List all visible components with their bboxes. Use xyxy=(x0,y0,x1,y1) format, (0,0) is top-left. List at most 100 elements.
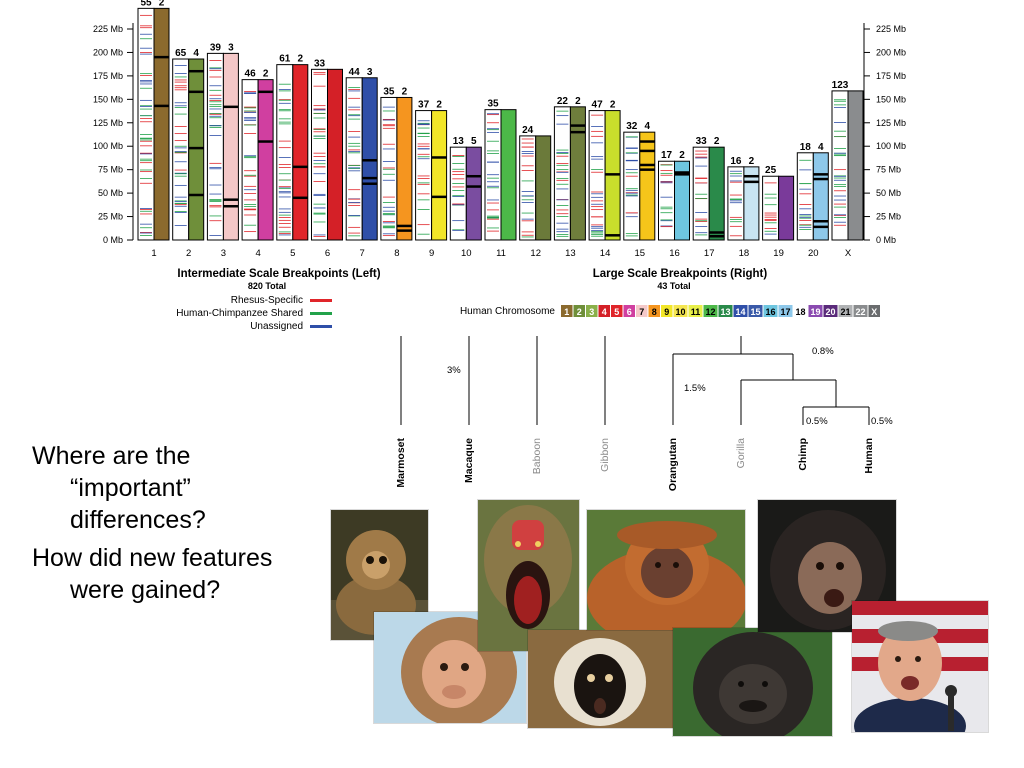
human-bar-16 xyxy=(674,160,690,241)
key-swatch-16 xyxy=(763,305,778,317)
key-swatch-11 xyxy=(688,305,703,317)
left-count-11: 35 xyxy=(487,99,499,110)
x-tick-20: 20 xyxy=(808,248,819,259)
legend-label-0: Rhesus-Specific xyxy=(231,295,303,306)
gibbon-photo xyxy=(528,630,673,728)
human-bar-4 xyxy=(257,79,274,241)
rhesus-bar-19 xyxy=(762,175,780,241)
human-bar-2 xyxy=(188,58,205,241)
key-swatch-label-4: 4 xyxy=(602,307,607,317)
y-tick-left-6: 150 Mb xyxy=(93,94,123,104)
y-tick-left-8: 200 Mb xyxy=(93,47,123,57)
legend-label-2: Unassigned xyxy=(250,321,303,332)
key-swatch-label-13: 13 xyxy=(720,307,730,317)
legend-swatch-1 xyxy=(310,312,332,315)
right-count-9: 2 xyxy=(436,100,442,111)
key-swatch-label-2: 2 xyxy=(577,307,582,317)
human-bar-9 xyxy=(431,110,448,241)
key-swatch-label-22: 22 xyxy=(855,307,865,317)
right-count-7: 3 xyxy=(367,67,373,78)
key-swatch-4 xyxy=(598,305,610,317)
y-tick-right-8: 200 Mb xyxy=(876,47,906,57)
chromosome-13: 22 2 xyxy=(553,96,586,241)
species-label-baboon: Baboon xyxy=(531,438,543,474)
pct-macaque: 3% xyxy=(447,365,461,376)
right-count-4: 2 xyxy=(263,69,269,80)
key-swatch-12 xyxy=(703,305,718,317)
right-count-16: 2 xyxy=(679,150,685,161)
x-tick-3: 3 xyxy=(221,248,226,259)
key-swatch-20 xyxy=(823,305,838,317)
left-count-10: 13 xyxy=(453,136,465,147)
x-tick-7: 7 xyxy=(360,248,365,259)
y-tick-right-4: 100 Mb xyxy=(876,141,906,151)
key-swatch-label-12: 12 xyxy=(705,307,715,317)
x-tick-19: 19 xyxy=(773,248,784,259)
right-count-15: 4 xyxy=(645,121,651,132)
y-tick-right-7: 175 Mb xyxy=(876,71,906,81)
rhesus-bar-14 xyxy=(588,110,606,241)
chromosome-17: 33 2 xyxy=(692,136,725,241)
chromosome-2: 65 4 xyxy=(172,48,205,241)
chromosome-18: 16 2 xyxy=(727,156,760,241)
key-swatch-label-15: 15 xyxy=(750,307,760,317)
axes: 0 Mb 0 Mb 25 Mb 25 Mb 50 Mb 50 Mb 75 Mb 75 Mb 10… xyxy=(93,23,906,245)
pct-human: 0.5% xyxy=(871,416,893,427)
key-swatch-label-14: 14 xyxy=(735,307,745,317)
key-swatch-21 xyxy=(838,305,853,317)
left-count-19: 25 xyxy=(765,165,777,176)
x-tick-10: 10 xyxy=(461,248,472,259)
human-bar-X xyxy=(847,90,864,241)
right-count-2: 4 xyxy=(193,48,199,59)
chromosome-8: 35 2 xyxy=(380,86,413,241)
right-count-8: 2 xyxy=(402,86,408,97)
right-count-10: 5 xyxy=(471,136,477,147)
x-tick-4: 4 xyxy=(255,248,260,259)
key-swatch-15 xyxy=(748,305,763,317)
human-bar-1 xyxy=(153,7,170,241)
y-tick-right-1: 25 Mb xyxy=(876,212,901,222)
chromosome-16: 17 2 xyxy=(658,150,690,241)
rhesus-bar-1 xyxy=(137,7,155,241)
x-tick-1: 1 xyxy=(151,248,156,259)
chromosome-7: 44 3 xyxy=(345,67,378,241)
left-count-5: 61 xyxy=(279,54,291,65)
chromosome-20: 18 4 xyxy=(796,142,829,241)
human-bar-11 xyxy=(500,109,517,241)
key-swatch-7 xyxy=(636,305,648,317)
legend-label-1: Human-Chimpanzee Shared xyxy=(176,308,303,319)
key-swatch-label-18: 18 xyxy=(795,307,805,317)
key-swatch-label-21: 21 xyxy=(840,307,850,317)
left-count-2: 65 xyxy=(175,48,187,59)
key-swatch-1 xyxy=(561,305,573,317)
rhesus-bar-17 xyxy=(692,146,710,241)
baboon-photo xyxy=(478,500,579,651)
chromosome-X: 123 xyxy=(831,80,864,241)
chromosome-14: 47 2 xyxy=(588,100,621,241)
left-count-17: 33 xyxy=(696,136,708,147)
y-tick-right-2: 50 Mb xyxy=(876,188,901,198)
left-count-8: 35 xyxy=(383,86,395,97)
key-swatch-label-5: 5 xyxy=(614,307,619,317)
key-swatch-18 xyxy=(793,305,808,317)
key-swatch-19 xyxy=(808,305,823,317)
key-swatch-label-9: 9 xyxy=(664,307,669,317)
chromosome-6: 33 xyxy=(311,58,343,241)
rhesus-bar-13 xyxy=(553,106,571,241)
legend-swatch-2 xyxy=(310,325,332,328)
species-label-marmoset: Marmoset xyxy=(395,438,407,488)
legend-swatch-0 xyxy=(310,299,332,302)
human-photo xyxy=(852,601,988,732)
right-count-3: 3 xyxy=(228,42,234,53)
chromosome-19: 25 xyxy=(762,165,795,241)
key-swatch-6 xyxy=(623,305,635,317)
chromosome-5: 61 2 xyxy=(276,54,309,241)
species-label-orangutan: Orangutan xyxy=(667,438,679,491)
chromosome-tick-labels: 1 2 3 4 5 6 7 8 9 10 11 12 13 14 15 16 17 18 19 20 X xyxy=(151,248,851,259)
rhesus-bar-2 xyxy=(172,58,190,241)
human-bar-12 xyxy=(535,135,552,241)
species-label-human: Human xyxy=(863,438,875,474)
human-bar-3 xyxy=(222,52,239,241)
rhesus-bar-8 xyxy=(380,96,398,241)
